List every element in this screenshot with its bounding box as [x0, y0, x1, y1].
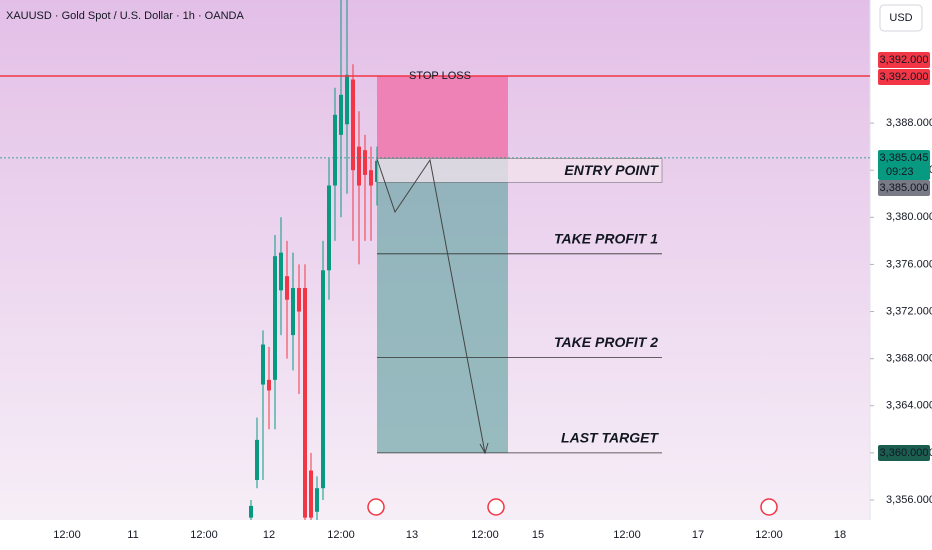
candle-body: [345, 74, 349, 125]
y-tick-label: 3,364.000: [886, 400, 932, 412]
chart-title: XAUUSD · Gold Spot / U.S. Dollar · 1h · …: [6, 10, 244, 22]
price-tag: [878, 52, 930, 68]
y-tick-label: 3,356.000: [886, 494, 932, 506]
x-tick-label: 12:00: [471, 529, 499, 541]
x-tick-label: 15: [532, 529, 544, 541]
candle-body: [285, 276, 289, 300]
candle-body: [369, 170, 373, 186]
entry-box: [376, 158, 663, 183]
candle-body: [291, 287, 295, 336]
y-tick-label: 3,368.000: [886, 353, 932, 365]
tp2-label: TAKE PROFIT 2: [554, 334, 658, 350]
countdown: 09:23: [886, 166, 914, 178]
x-tick-label: 13: [406, 529, 418, 541]
currency-button[interactable]: [879, 4, 923, 32]
price-tag-label: 3,360.000: [880, 447, 929, 459]
x-tick-label: 12:00: [613, 529, 641, 541]
x-tick-label: 12:00: [53, 529, 81, 541]
entry-label: ENTRY POINT: [564, 162, 659, 178]
tp1-label: TAKE PROFIT 1: [554, 231, 658, 247]
candle-body: [357, 146, 361, 186]
candle-body: [309, 470, 313, 518]
candle-body: [315, 488, 319, 512]
y-tick-label: 3,388.000: [886, 117, 932, 129]
stop-loss-zone: [377, 75, 508, 159]
event-icon: [487, 498, 505, 516]
profit-zone: [377, 158, 508, 453]
price-tag-label: 3,392.000: [880, 54, 929, 66]
event-icon: [367, 498, 385, 516]
candle-body: [351, 79, 355, 171]
candle-body: [273, 256, 277, 380]
candle-body: [249, 505, 253, 518]
x-tick-label: 12:00: [190, 529, 218, 541]
price-tag: [878, 150, 930, 180]
candle-body: [321, 270, 325, 489]
candle-body: [297, 287, 301, 312]
x-tick-label: 11: [127, 529, 138, 541]
x-tick-label: 12:00: [755, 529, 783, 541]
candle-body: [339, 94, 343, 135]
stop-loss-label: STOP LOSS: [409, 70, 471, 82]
price-tag-label: 3,385.045: [880, 152, 929, 164]
y-tick-label: 3,376.000: [886, 258, 932, 270]
price-tag: [878, 69, 930, 85]
price-tag: [878, 180, 930, 196]
event-icon: [760, 498, 778, 516]
x-tick-label: 12:00: [327, 529, 355, 541]
candle-body: [267, 379, 271, 391]
time-axis: [0, 520, 870, 550]
currency[interactable]: USD: [889, 12, 912, 24]
price-tag-label: 3,385.000: [880, 182, 929, 194]
x-tick-label: 17: [692, 529, 704, 541]
last-target-label: LAST TARGET: [561, 430, 659, 446]
projection-path: [376, 158, 486, 454]
candle-body: [327, 185, 331, 271]
y-tick-label: 3,372.000: [886, 305, 932, 317]
candle-body: [261, 344, 265, 385]
candle-body: [279, 252, 283, 291]
candle-body: [255, 439, 259, 480]
price-tag-label: 3,392.000: [880, 71, 929, 83]
layer: STOP LOSS ENTRY POINT TAKE PROFIT 1 TAKE PR…: [0, 0, 874, 520]
candle-body: [333, 114, 337, 186]
projection-arrow: [479, 442, 489, 455]
x-tick-label: 18: [834, 529, 846, 541]
x-tick-label: 12: [263, 529, 275, 541]
price-tag: [878, 445, 930, 461]
y-tick-label: 3,380.000: [886, 211, 932, 223]
candle-body: [303, 287, 307, 518]
candle-body: [363, 150, 367, 175]
